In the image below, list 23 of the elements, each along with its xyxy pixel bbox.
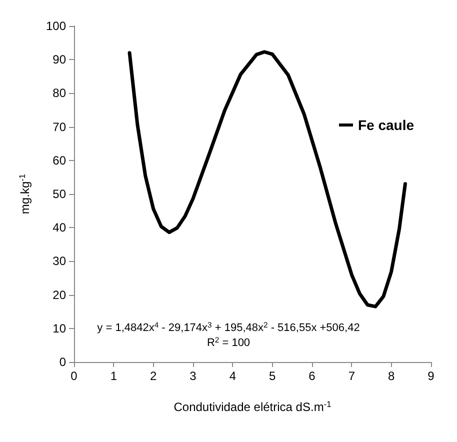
- x-tick-label: 0: [70, 369, 78, 383]
- x-tick-label: 8: [388, 369, 395, 383]
- x-tick-label: 1: [110, 369, 118, 383]
- y-tick-label: 100: [46, 19, 66, 33]
- x-tick-label: 7: [348, 369, 356, 383]
- x-tick-label: 6: [308, 369, 316, 383]
- y-tick-label: 30: [52, 254, 66, 268]
- y-tick-label: 10: [52, 321, 66, 336]
- y-tick-label: 20: [52, 288, 66, 302]
- y-tick-label: 0: [59, 355, 66, 369]
- x-tick-label: 4: [229, 369, 236, 383]
- y-axis-title: mg.kg-1: [17, 174, 32, 214]
- y-tick-label: 80: [52, 86, 66, 100]
- y-tick-label: 60: [52, 153, 66, 168]
- y-tick-label: 40: [52, 220, 66, 235]
- y-tick-label: 90: [52, 52, 66, 67]
- x-tick-label: 2: [150, 369, 157, 383]
- y-tick-label: 50: [52, 187, 66, 201]
- x-tick-label: 3: [190, 369, 197, 383]
- y-tick-label: 70: [52, 120, 66, 134]
- x-tick-label: 5: [268, 369, 276, 383]
- x-tick-label: 9: [428, 369, 435, 383]
- legend-label: Fe caule: [358, 117, 414, 133]
